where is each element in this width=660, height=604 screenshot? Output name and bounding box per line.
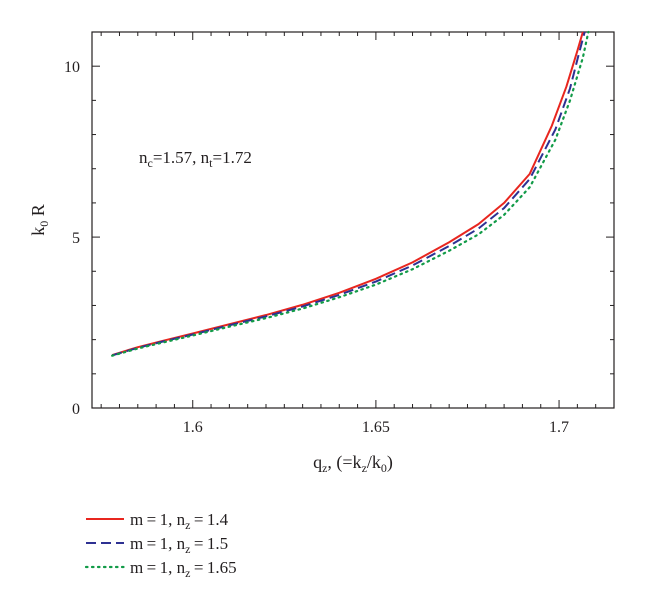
annotation: nc=1.57, nt=1.72: [139, 148, 252, 170]
legend-item-1: m = 1, nz = 1.4: [86, 510, 229, 532]
legend-item-2: m = 1, nz = 1.5: [86, 534, 228, 556]
series-line-3: [111, 30, 590, 357]
legend-label: m = 1, nz = 1.5: [130, 534, 228, 556]
x-tick-label: 1.6: [183, 419, 203, 436]
series-line-1: [111, 31, 584, 356]
x-tick-label: 1.7: [549, 419, 569, 436]
legend-item-3: m = 1, nz = 1.65: [84, 558, 237, 580]
ticks: 1.6 1.65 1.7 0 5 10: [64, 31, 615, 436]
plot-frame: [91, 31, 615, 409]
legend-label: m = 1, nz = 1.4: [130, 510, 229, 532]
series-line-2: [111, 31, 586, 357]
y-tick-label: 0: [72, 401, 80, 418]
x-tick-label: 1.65: [362, 419, 390, 436]
y-tick-label: 5: [72, 230, 80, 247]
legend-label: m = 1, nz = 1.65: [130, 558, 237, 580]
series-layer: [111, 30, 590, 357]
x-axis-label: qz, (=kz/k0): [313, 452, 393, 475]
y-axis-label: k0 R: [28, 204, 51, 236]
y-tick-label: 10: [64, 59, 80, 76]
legend: m = 1, nz = 1.4m = 1, nz = 1.5m = 1, nz …: [84, 510, 237, 580]
